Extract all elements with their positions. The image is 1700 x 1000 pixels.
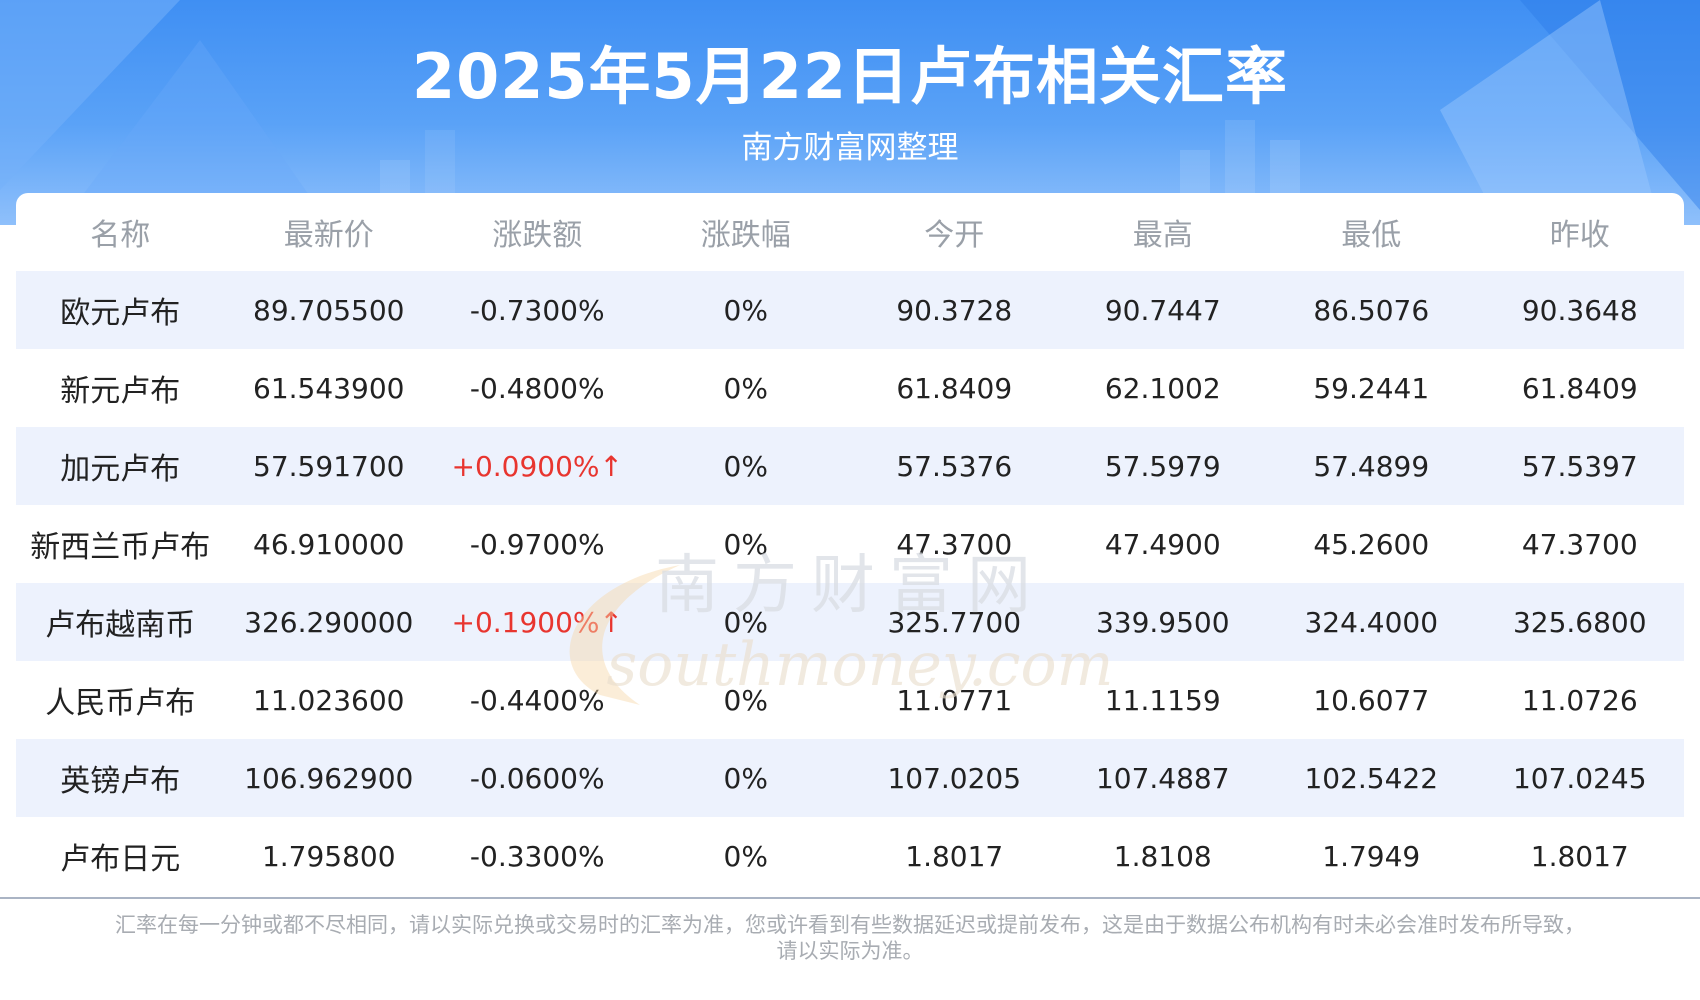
high-cell: 1.8108 — [1113, 839, 1212, 873]
pct-cell: 0% — [641, 739, 850, 817]
open-cell: 1.8017 — [905, 839, 1004, 873]
latest-cell: 61.543900 — [253, 371, 405, 405]
prev-cell: 107.0245 — [1475, 739, 1684, 817]
open-cell: 47.3700 — [896, 527, 1013, 561]
rates-table: 名称 最新价 涨跌额 涨跌幅 今开 最高 最低 昨收 欧元卢布 89.705500… — [16, 193, 1684, 895]
pct-cell: 0% — [641, 427, 850, 505]
latest-cell: 1.795800 — [261, 839, 396, 873]
column-header-latest: 最新价 — [283, 218, 374, 253]
low-cell: 1.7949 — [1322, 839, 1421, 873]
change-cell: -0.0600% — [433, 739, 642, 817]
name-cell: 卢布日元 — [60, 842, 181, 877]
open-cell: 325.7700 — [850, 583, 1059, 661]
table-row: 卢布日元 1.795800 -0.3300% 0% 1.8017 1.8108 1.7949… — [16, 817, 1684, 895]
name-cell: 欧元卢布 — [16, 271, 225, 349]
low-cell: 57.4899 — [1267, 427, 1476, 505]
name-cell: 卢布越南币 — [16, 583, 225, 661]
high-cell: 107.4887 — [1058, 739, 1267, 817]
table-row: 人民币卢布 11.023600 -0.4400% 0% 11.0771 11.1159 10… — [16, 661, 1684, 739]
pct-cell: 0% — [641, 583, 850, 661]
prev-cell: 325.6800 — [1475, 583, 1684, 661]
high-cell: 62.1002 — [1104, 371, 1221, 405]
open-cell: 107.0205 — [850, 739, 1059, 817]
name-cell: 新元卢布 — [60, 374, 181, 409]
latest-cell: 326.290000 — [224, 583, 433, 661]
high-cell: 57.5979 — [1058, 427, 1267, 505]
prev-cell: 1.8017 — [1530, 839, 1629, 873]
prev-cell: 61.8409 — [1521, 371, 1638, 405]
low-cell: 59.2441 — [1313, 371, 1430, 405]
prev-cell: 11.0726 — [1521, 683, 1638, 717]
change-cell: +0.1900%↑ — [433, 583, 642, 661]
banner-decoration — [0, 0, 1700, 225]
disclaimer-line-2: 请以实际为准。 — [776, 939, 924, 963]
open-cell: 61.8409 — [896, 371, 1013, 405]
change-cell: -0.7300% — [433, 271, 642, 349]
latest-cell: 57.591700 — [224, 427, 433, 505]
name-cell: 人民币卢布 — [45, 686, 196, 721]
table-row: 卢布越南币 326.290000 +0.1900%↑ 0% 325.7700 339.95… — [16, 583, 1684, 661]
high-cell: 339.9500 — [1058, 583, 1267, 661]
name-cell: 英镑卢布 — [16, 739, 225, 817]
change-cell: -0.4400% — [469, 683, 605, 717]
low-cell: 102.5422 — [1267, 739, 1476, 817]
name-cell: 加元卢布 — [16, 427, 225, 505]
name-cell: 新西兰币卢布 — [30, 530, 211, 565]
low-cell: 10.6077 — [1313, 683, 1430, 717]
column-header-open: 今开 — [924, 218, 985, 253]
change-cell: -0.4800% — [469, 371, 605, 405]
latest-cell: 46.910000 — [253, 527, 405, 561]
pct-cell: 0% — [723, 527, 768, 561]
change-cell: -0.3300% — [469, 839, 605, 873]
low-cell: 324.4000 — [1267, 583, 1476, 661]
prev-cell: 47.3700 — [1521, 527, 1638, 561]
high-cell: 47.4900 — [1104, 527, 1221, 561]
open-cell: 11.0771 — [896, 683, 1013, 717]
latest-cell: 106.962900 — [224, 739, 433, 817]
pct-cell: 0% — [641, 271, 850, 349]
rates-card: 名称 最新价 涨跌额 涨跌幅 今开 最高 最低 昨收 欧元卢布 89.705500… — [16, 193, 1684, 898]
column-header-prev: 昨收 — [1549, 218, 1610, 253]
latest-cell: 11.023600 — [253, 683, 405, 717]
column-header-high: 最高 — [1132, 218, 1193, 253]
column-header-name: 名称 — [90, 218, 151, 253]
column-header-low: 最低 — [1341, 218, 1402, 253]
high-cell: 11.1159 — [1104, 683, 1221, 717]
latest-cell: 89.705500 — [224, 271, 433, 349]
prev-cell: 57.5397 — [1475, 427, 1684, 505]
table-header-row: 名称 最新价 涨跌额 涨跌幅 今开 最高 最低 昨收 — [16, 193, 1684, 271]
disclaimer-line-1: 汇率在每一分钟或都不尽相同，请以实际兑换或交易时的汇率为准，您或许看到有些数据延… — [115, 913, 1585, 937]
table-row: 新西兰币卢布 46.910000 -0.9700% 0% 47.3700 47.4900 4… — [16, 505, 1684, 583]
column-header-change: 涨跌额 — [492, 218, 583, 253]
divider — [0, 897, 1700, 899]
change-cell: -0.9700% — [469, 527, 605, 561]
table-row: 新元卢布 61.543900 -0.4800% 0% 61.8409 62.1002 59.… — [16, 349, 1684, 427]
table-row: 欧元卢布 89.705500 -0.7300% 0% 90.3728 90.7447 86.… — [16, 271, 1684, 349]
page-subtitle: 南方财富网整理 — [741, 130, 959, 166]
open-cell: 90.3728 — [850, 271, 1059, 349]
open-cell: 57.5376 — [850, 427, 1059, 505]
high-cell: 90.7447 — [1058, 271, 1267, 349]
table-row: 英镑卢布 106.962900 -0.0600% 0% 107.0205 107.4887… — [16, 739, 1684, 817]
column-header-pct: 涨跌幅 — [700, 218, 791, 253]
table-row: 加元卢布 57.591700 +0.0900%↑ 0% 57.5376 57.5979 57… — [16, 427, 1684, 505]
low-cell: 86.5076 — [1267, 271, 1476, 349]
low-cell: 45.2600 — [1313, 527, 1430, 561]
page-title: 2025年5月22日卢布相关汇率 — [412, 40, 1288, 113]
pct-cell: 0% — [723, 839, 768, 873]
change-cell: +0.0900%↑ — [433, 427, 642, 505]
header-banner: 2025年5月22日卢布相关汇率 南方财富网整理 — [0, 0, 1700, 225]
disclaimer: 汇率在每一分钟或都不尽相同，请以实际兑换或交易时的汇率为准，您或许看到有些数据延… — [60, 912, 1640, 964]
prev-cell: 90.3648 — [1475, 271, 1684, 349]
pct-cell: 0% — [723, 371, 768, 405]
pct-cell: 0% — [723, 683, 768, 717]
